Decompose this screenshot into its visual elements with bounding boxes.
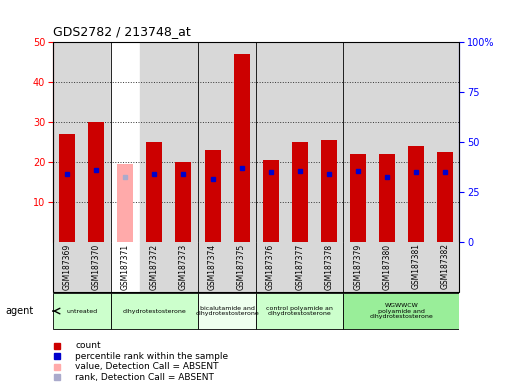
Text: GSM187380: GSM187380 [382, 243, 391, 290]
Bar [233, 54, 250, 242]
Bar [59, 134, 76, 242]
Bar [227, 42, 256, 242]
Text: GSM187370: GSM187370 [92, 243, 101, 290]
Bar [291, 142, 308, 242]
Text: GSM187382: GSM187382 [440, 243, 449, 290]
Bar [372, 42, 401, 242]
Bar [111, 242, 140, 292]
Bar [175, 162, 192, 242]
Bar [140, 242, 169, 292]
Bar [53, 242, 82, 292]
Text: percentile rank within the sample: percentile rank within the sample [75, 352, 228, 361]
Text: GSM187373: GSM187373 [179, 243, 188, 290]
Bar [343, 42, 372, 242]
Bar [227, 242, 256, 292]
Text: GSM187377: GSM187377 [295, 243, 304, 290]
Bar [117, 164, 134, 242]
Text: count: count [75, 341, 101, 350]
Bar [320, 140, 337, 242]
Bar [401, 42, 430, 242]
Bar [204, 150, 221, 242]
Bar [372, 242, 401, 292]
Bar [285, 42, 314, 242]
Text: GSM187375: GSM187375 [237, 243, 246, 290]
Bar [198, 293, 256, 329]
Bar [198, 42, 227, 242]
Text: control polyamide an
dihydrotestosterone: control polyamide an dihydrotestosterone [266, 306, 333, 316]
Bar [343, 293, 459, 329]
Bar [169, 242, 198, 292]
Bar [256, 42, 285, 242]
Bar [256, 293, 343, 329]
Text: rank, Detection Call = ABSENT: rank, Detection Call = ABSENT [75, 373, 214, 382]
Bar [111, 42, 140, 242]
Text: GSM187378: GSM187378 [324, 243, 333, 290]
Bar [437, 152, 453, 242]
Bar [140, 42, 169, 242]
Text: untreated: untreated [67, 308, 97, 314]
Bar [82, 242, 111, 292]
Bar [88, 122, 105, 242]
Text: agent: agent [5, 306, 34, 316]
Bar [198, 242, 227, 292]
Bar [401, 242, 430, 292]
Bar [314, 42, 343, 242]
Text: WGWWCW
polyamide and
dihydrotestosterone: WGWWCW polyamide and dihydrotestosterone [370, 303, 433, 319]
Bar [379, 154, 395, 242]
Text: GSM187374: GSM187374 [208, 243, 217, 290]
Bar [350, 154, 366, 242]
Text: GSM187379: GSM187379 [353, 243, 362, 290]
Bar [430, 242, 459, 292]
Text: GSM187381: GSM187381 [411, 243, 420, 290]
Bar [408, 146, 424, 242]
Bar [256, 242, 285, 292]
Bar [430, 42, 459, 242]
Bar [53, 42, 82, 242]
Text: GSM187369: GSM187369 [63, 243, 72, 290]
Text: value, Detection Call = ABSENT: value, Detection Call = ABSENT [75, 362, 219, 371]
Bar [169, 42, 198, 242]
Bar [285, 242, 314, 292]
Bar [146, 142, 163, 242]
Text: GSM187371: GSM187371 [121, 243, 130, 290]
Bar [82, 42, 111, 242]
Bar [314, 242, 343, 292]
Bar [111, 293, 198, 329]
Text: dihydrotestosterone: dihydrotestosterone [122, 308, 186, 314]
Bar [262, 160, 279, 242]
Bar [53, 293, 111, 329]
Bar [343, 242, 372, 292]
Text: GSM187372: GSM187372 [150, 243, 159, 290]
Text: bicalutamide and
dihydrotestosterone: bicalutamide and dihydrotestosterone [195, 306, 259, 316]
Text: GSM187376: GSM187376 [266, 243, 275, 290]
Text: GDS2782 / 213748_at: GDS2782 / 213748_at [53, 25, 191, 38]
